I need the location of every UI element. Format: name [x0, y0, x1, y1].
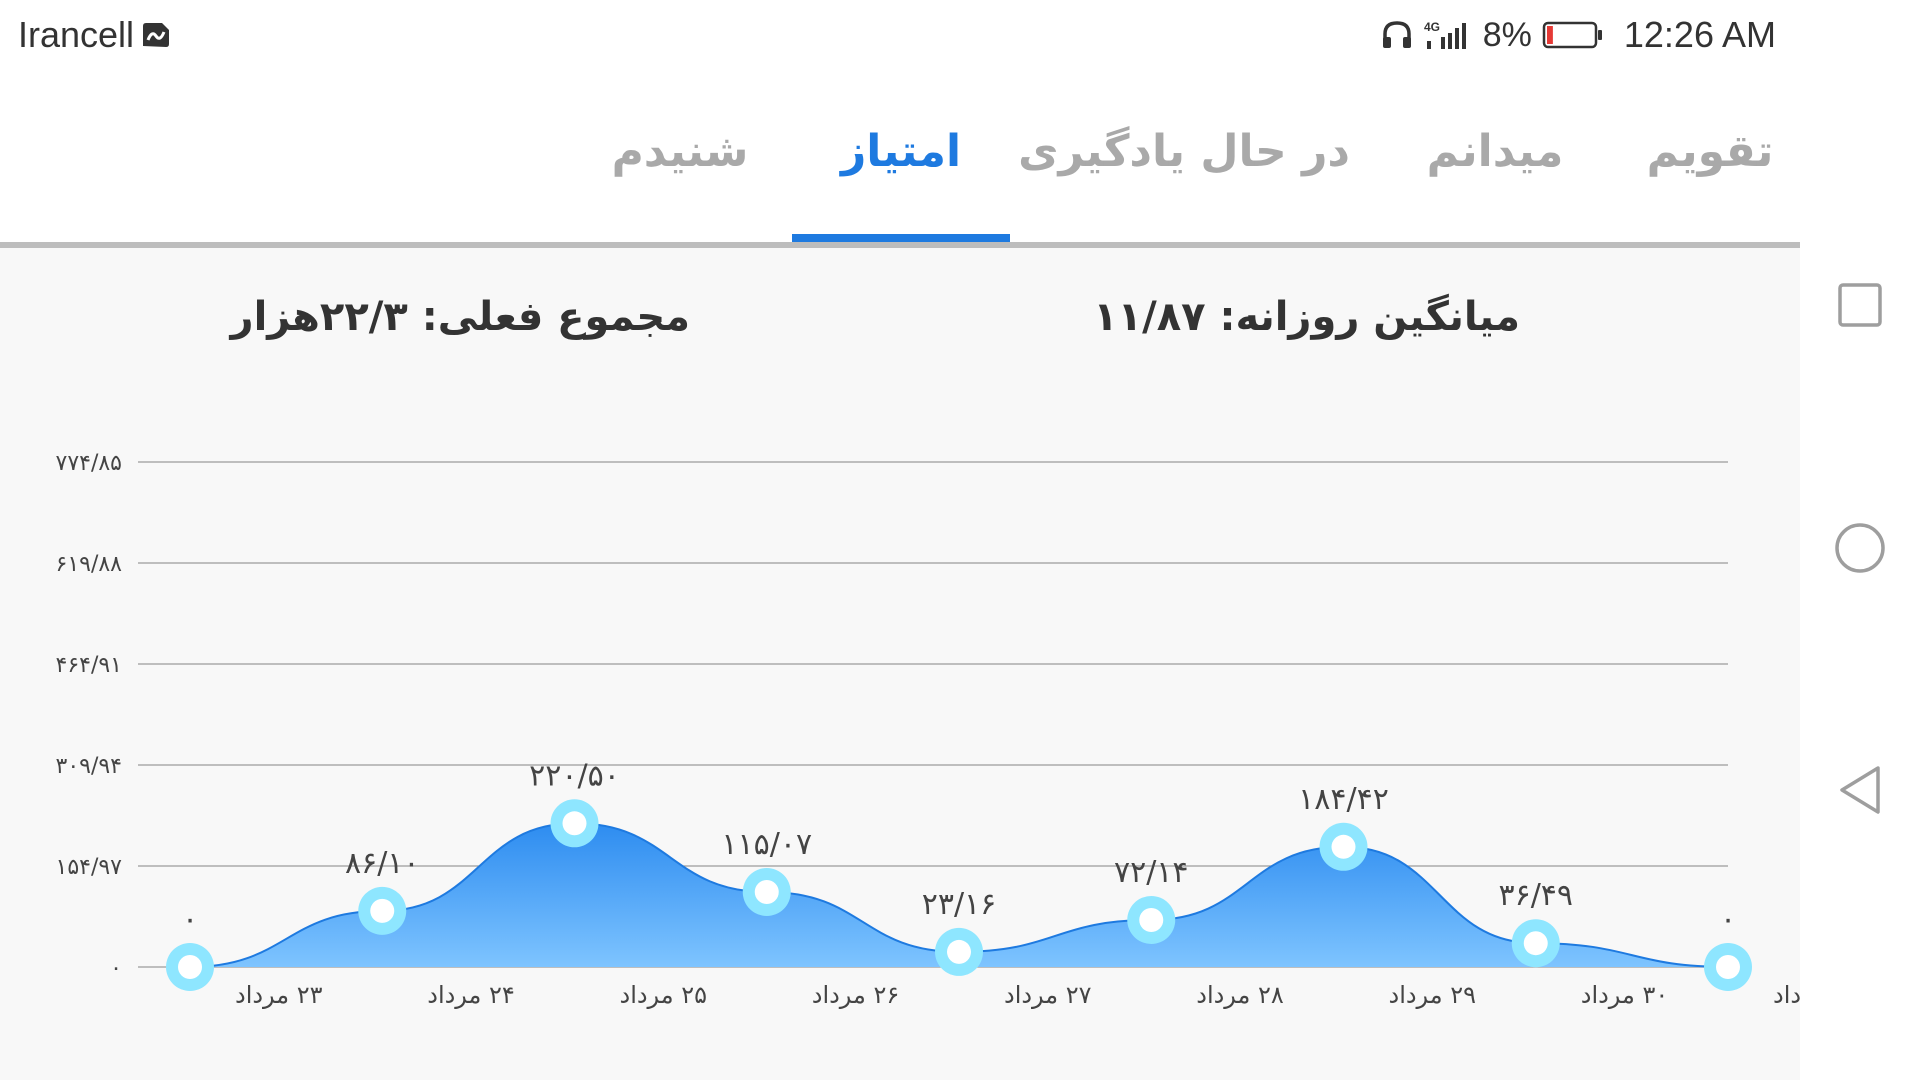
score-panel: میانگین روزانه: ۱۱/۸۷ مجموع فعلی: ۲۲/۳هز…: [0, 248, 1800, 1080]
tab-learning[interactable]: در حال یادگیری: [1018, 126, 1350, 177]
headset-icon: [1381, 20, 1413, 50]
value-label: ۲۲۰/۵۰: [529, 758, 620, 793]
y-tick-label: ۳۰۹/۹۴: [56, 754, 123, 779]
recent-apps-icon: [1838, 283, 1882, 327]
carrier: Irancell: [18, 14, 172, 56]
battery-icon: [1542, 20, 1604, 50]
data-point-center: [754, 880, 779, 905]
value-label: ۱۸۴/۴۲: [1298, 782, 1389, 817]
home-button[interactable]: [1800, 498, 1920, 598]
score-chart: ۰ ۱۵۴/۹۷ ۳۰۹/۹۴ ۴۶۴/۹۱ ۶۱۹/۸۸ ۷۷۴/۸۵ ۰ ۲۳ مرداد…: [56, 451, 1801, 1009]
signal-icon: 4G: [1423, 19, 1473, 51]
network-type: 4G: [1424, 20, 1440, 34]
y-tick-label: ۴۶۴/۹۱: [56, 653, 123, 678]
current-total: مجموع فعلی: ۲۲/۳هزار: [230, 294, 690, 340]
home-icon: [1835, 523, 1885, 573]
data-point-center: [370, 898, 395, 923]
value-label: ۷۲/۱۴: [1114, 855, 1189, 890]
status-bar: Irancell 4G 8%: [0, 0, 1800, 76]
back-icon: [1840, 766, 1880, 814]
data-point-center: [178, 955, 202, 979]
x-tick-label: ۲۵ مرداد: [620, 981, 708, 1009]
value-label: ۱۱۵/۰۷: [721, 827, 812, 862]
x-tick-label: ۳۱ مرداد: [1773, 981, 1800, 1009]
data-point-center: [562, 811, 587, 836]
data-point-center: [1139, 907, 1164, 932]
y-tick-label: ۷۷۴/۸۵: [56, 451, 123, 476]
tab-score[interactable]: امتیاز: [840, 126, 962, 177]
back-button[interactable]: [1800, 740, 1920, 840]
data-point-center: [1523, 931, 1548, 956]
x-tick-label: ۲۴ مرداد: [427, 981, 515, 1009]
x-tick-label: ۲۹ مرداد: [1389, 981, 1477, 1009]
x-tick-label: ۲۶ مرداد: [812, 981, 900, 1009]
value-label: ۰: [1720, 902, 1736, 937]
data-point-center: [1716, 955, 1740, 979]
status-icons: 4G 8% 12:26 AM: [1381, 14, 1776, 56]
battery-percent: 8%: [1482, 15, 1532, 54]
x-tick-label: ۲۳ مرداد: [235, 981, 323, 1009]
x-tick-label: ۲۷ مرداد: [1004, 981, 1092, 1009]
y-tick-label: ۱۵۴/۹۷: [56, 855, 123, 880]
value-label: ۳۶/۴۹: [1498, 878, 1573, 913]
y-tick-label: ۶۱۹/۸۸: [56, 552, 123, 577]
data-point-center: [1331, 834, 1356, 859]
tab-bar: تقویم میدانم در حال یادگیری امتیاز شنیدم: [0, 76, 1800, 248]
x-tick-label: ۲۸ مرداد: [1196, 981, 1284, 1009]
daily-average: میانگین روزانه: ۱۱/۸۷: [1093, 294, 1520, 340]
value-label: ۲۳/۱۶: [922, 887, 997, 922]
tab-calendar[interactable]: تقویم: [1646, 126, 1774, 177]
x-tick-label: ۳۰ مرداد: [1581, 981, 1669, 1009]
value-label: ۸۶/۱۰: [345, 846, 420, 881]
navigation-bar: [1800, 0, 1920, 1080]
value-label: ۰: [182, 902, 198, 937]
tab-divider: [0, 242, 1800, 248]
recent-apps-button[interactable]: [1800, 255, 1920, 355]
clock: 12:26 AM: [1623, 14, 1776, 55]
carrier-logo-icon: [143, 23, 170, 47]
active-tab-indicator: [792, 234, 1010, 242]
tab-know[interactable]: میدانم: [1426, 126, 1564, 177]
carrier-name: Irancell: [18, 14, 135, 55]
data-point-center: [947, 939, 971, 964]
tab-heard[interactable]: شنیدم: [611, 126, 749, 177]
y-tick-label: ۰: [110, 956, 122, 981]
